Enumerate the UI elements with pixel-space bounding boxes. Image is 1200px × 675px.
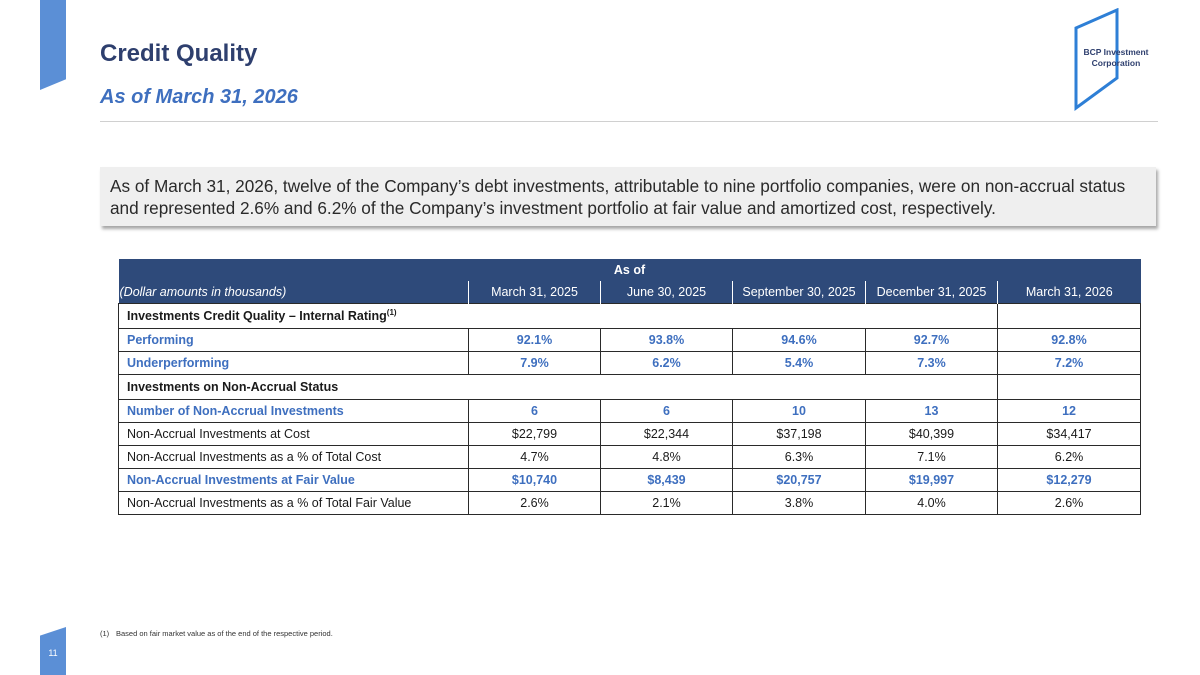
table-cell: 12 — [996, 399, 1142, 423]
column-header: December 31, 2025 — [865, 281, 998, 304]
accent-bar-top — [40, 0, 66, 90]
table-cell: 2.6% — [468, 491, 601, 515]
summary-text: As of March 31, 2026, twelve of the Comp… — [110, 176, 1126, 218]
table-row-non-accrual-fair-value: Non-Accrual Investments at Fair Value $1… — [118, 468, 1142, 492]
title-divider — [100, 121, 1158, 122]
table-cell: 2.6% — [996, 491, 1142, 515]
table-cell: 7.9% — [468, 351, 601, 375]
company-logo — [1074, 8, 1119, 111]
table-cell: $34,417 — [996, 422, 1142, 446]
table-cell: 7.2% — [996, 351, 1142, 375]
table-row-number-non-accrual: Number of Non-Accrual Investments 6 6 10… — [118, 399, 1142, 423]
table-cell: 92.1% — [468, 328, 601, 352]
table-row-non-accrual-cost: Non-Accrual Investments at Cost $22,799 … — [118, 422, 1142, 446]
section-row-non-accrual: Investments on Non-Accrual Status — [118, 374, 1142, 400]
row-label: Underperforming — [118, 351, 469, 375]
table-cell: $37,198 — [732, 422, 866, 446]
footnote-marker: (1) — [386, 308, 397, 318]
table-cell: 94.6% — [732, 328, 866, 352]
table-cell: $22,799 — [468, 422, 601, 446]
table-cell: 4.0% — [865, 491, 998, 515]
table-cell: $12,279 — [996, 468, 1142, 492]
table-cell: 4.8% — [600, 445, 733, 469]
footnote-text: Based on fair market value as of the end… — [116, 629, 333, 638]
table-cell: 6.2% — [600, 351, 733, 375]
table-cell: 93.8% — [600, 328, 733, 352]
table-row-underperforming: Underperforming 7.9% 6.2% 5.4% 7.3% 7.2% — [118, 351, 1142, 375]
footnote-number: (1) — [100, 629, 110, 638]
page-subtitle: As of March 31, 2026 — [100, 86, 298, 108]
table-header-as-of-row: As of — [118, 259, 1141, 281]
column-header: March 31, 2025 — [468, 281, 601, 304]
row-label: Non-Accrual Investments as a % of Total … — [118, 491, 469, 515]
row-label: Non-Accrual Investments at Cost — [118, 422, 469, 446]
company-logo-text: BCP Investment Corporation — [1070, 47, 1162, 69]
page-title: Credit Quality — [100, 40, 258, 67]
table-cell: $10,740 — [468, 468, 601, 492]
table-cell: 6.2% — [996, 445, 1142, 469]
table-cell: $8,439 — [600, 468, 733, 492]
table-row-non-accrual-pct-fair-value: Non-Accrual Investments as a % of Total … — [118, 491, 1142, 515]
section-label: Investments on Non-Accrual Status — [118, 374, 998, 400]
section-row-credit-quality: Investments Credit Quality – Internal Ra… — [118, 303, 1142, 329]
table-cell: 4.7% — [468, 445, 601, 469]
credit-quality-table: As of (Dollar amounts in thousands) Marc… — [118, 259, 1142, 515]
table-header-row: (Dollar amounts in thousands) March 31, … — [118, 281, 1141, 304]
table-row-non-accrual-pct-cost: Non-Accrual Investments as a % of Total … — [118, 445, 1142, 469]
table-cell: 7.3% — [865, 351, 998, 375]
section-blank-cell — [996, 374, 1142, 400]
table-row-performing: Performing 92.1% 93.8% 94.6% 92.7% 92.8% — [118, 328, 1142, 352]
column-header: September 30, 2025 — [732, 281, 866, 304]
table-cell: 10 — [732, 399, 866, 423]
row-label: Non-Accrual Investments as a % of Total … — [118, 445, 469, 469]
footnote: (1) Based on fair market value as of the … — [100, 629, 333, 638]
table-cell: 3.8% — [732, 491, 866, 515]
table-cell: 92.7% — [865, 328, 998, 352]
table-cell: $40,399 — [865, 422, 998, 446]
column-header: March 31, 2026 — [996, 281, 1141, 304]
logo-line-2: Corporation — [1091, 58, 1141, 68]
units-label: (Dollar amounts in thousands) — [118, 281, 469, 304]
accent-bar-bottom — [40, 627, 66, 675]
summary-callout: As of March 31, 2026, twelve of the Comp… — [100, 167, 1156, 226]
table-cell: 6.3% — [732, 445, 866, 469]
page-number: 11 — [48, 648, 58, 658]
table-cell: 7.1% — [865, 445, 998, 469]
table-cell: $20,757 — [732, 468, 866, 492]
table-cell: 6 — [600, 399, 733, 423]
table-cell: 92.8% — [996, 328, 1142, 352]
as-of-label: As of — [118, 259, 1141, 281]
row-label: Non-Accrual Investments at Fair Value — [118, 468, 469, 492]
row-label: Number of Non-Accrual Investments — [118, 399, 469, 423]
section-label: Investments Credit Quality – Internal Ra… — [118, 303, 998, 329]
section-blank-cell — [996, 303, 1142, 329]
table-cell: 5.4% — [732, 351, 866, 375]
table-cell: $22,344 — [600, 422, 733, 446]
table-cell: $19,997 — [865, 468, 998, 492]
table-cell: 13 — [865, 399, 998, 423]
column-header: June 30, 2025 — [600, 281, 733, 304]
logo-line-1: BCP Investment — [1083, 47, 1149, 57]
row-label: Performing — [118, 328, 469, 352]
table-cell: 2.1% — [600, 491, 733, 515]
table-cell: 6 — [468, 399, 601, 423]
